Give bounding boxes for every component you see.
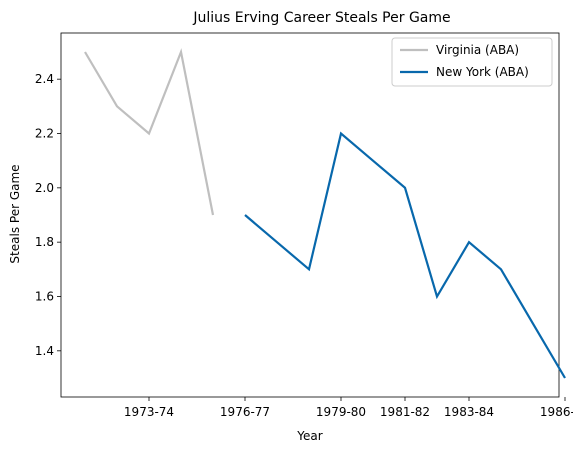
y-tick-label: 2.0 bbox=[35, 181, 54, 195]
legend-label-1: Virginia (ABA) bbox=[436, 43, 519, 57]
series-line-1 bbox=[84, 48, 215, 216]
plot-area: 1.4 1.6 1.8 2.0 2.2 2.4 1973-74 1976-77 1979-80 1… bbox=[35, 32, 573, 419]
y-tick-label: 2.4 bbox=[35, 72, 54, 86]
plot-frame bbox=[60, 32, 560, 398]
y-axis-title: Steals Per Game bbox=[8, 164, 22, 263]
x-tick-label: 1973-74 bbox=[124, 405, 174, 419]
x-tick-label: 1986-87 bbox=[540, 405, 573, 419]
legend: Virginia (ABA) New York (ABA) bbox=[391, 37, 553, 87]
x-tick-label: 1976-77 bbox=[220, 405, 270, 419]
y-tick-label: 1.6 bbox=[35, 289, 54, 303]
legend-label-2: New York (ABA) bbox=[436, 65, 529, 79]
x-axis-title: Year bbox=[296, 429, 322, 443]
x-tick-label: 1981-82 bbox=[380, 405, 430, 419]
x-tick-label: 1979-80 bbox=[316, 405, 366, 419]
chart-title: Julius Erving Career Steals Per Game bbox=[192, 10, 450, 26]
x-tick-label: 1983-84 bbox=[444, 405, 494, 419]
y-tick-label: 1.4 bbox=[35, 344, 54, 358]
y-tick-label: 1.8 bbox=[35, 235, 54, 249]
series-line-2 bbox=[244, 131, 566, 379]
legend-box bbox=[391, 37, 553, 87]
y-tick-label: 2.2 bbox=[35, 127, 54, 141]
